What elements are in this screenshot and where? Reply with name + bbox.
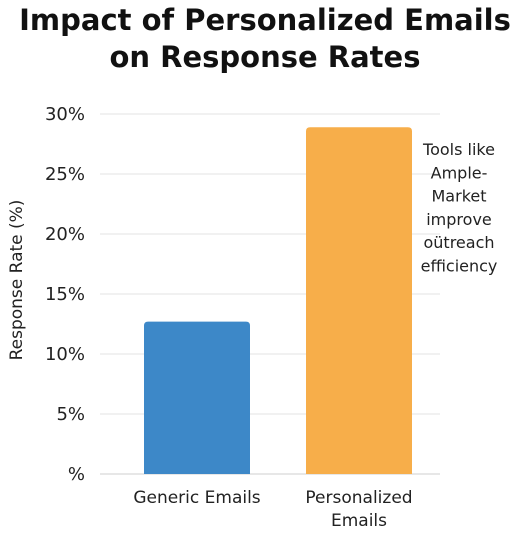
y-tick-label: 10% [45, 344, 85, 365]
annotation-line: efficiency [421, 257, 498, 276]
chart-title-line: on Response Rates [110, 40, 421, 74]
x-category-label: Emails [331, 511, 387, 531]
x-category-label: Personalized [305, 488, 412, 508]
y-tick-label: 25% [45, 164, 85, 185]
bar-2 [306, 127, 412, 474]
x-category-label: Generic Emails [133, 488, 260, 508]
y-tick-label: 20% [45, 224, 85, 245]
annotation-line: Market [432, 187, 487, 206]
y-tick-label: 5% [56, 404, 85, 425]
annotation-line: Tools like [422, 140, 495, 159]
y-tick-label: 30% [45, 104, 85, 125]
y-tick-label: % [68, 464, 85, 485]
y-tick-label: 15% [45, 284, 85, 305]
chart-title-line: Impact of Personalized Emails [19, 3, 511, 37]
bars [144, 127, 412, 474]
y-axis-label: Response Rate (%) [7, 200, 27, 361]
annotation: Tools like Ample- Market improve oütreach eff… [421, 140, 498, 276]
annotation-line: oütreach [423, 233, 494, 252]
annotation-line: improve [426, 210, 492, 229]
y-axis-ticks: 30% 25% 20% 15% 10% 5%% [45, 104, 85, 485]
x-axis-categories: Generic Emails Personalized Emails [133, 488, 412, 531]
annotation-line: Ample- [431, 163, 488, 182]
bar-1 [144, 322, 250, 474]
